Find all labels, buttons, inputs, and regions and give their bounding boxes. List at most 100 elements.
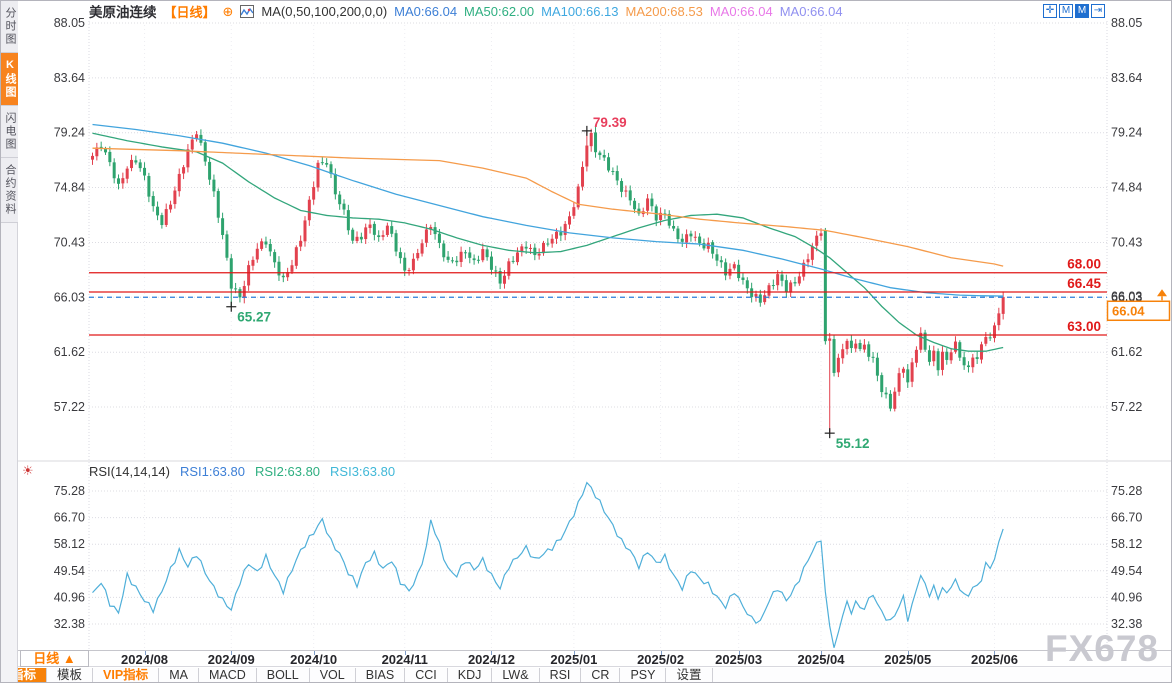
- svg-text:70.43: 70.43: [54, 235, 85, 249]
- x-axis-tick: [231, 651, 233, 655]
- svg-text:32.38: 32.38: [1111, 617, 1142, 631]
- svg-text:65.27: 65.27: [237, 310, 271, 325]
- indicator-tab-BOLL[interactable]: BOLL: [257, 668, 310, 682]
- pan-crosshair-icon[interactable]: ✛: [1043, 4, 1057, 18]
- indicator-tab-RSI[interactable]: RSI: [540, 668, 582, 682]
- ma-line-MA50: [92, 132, 1004, 352]
- add-indicator-icon[interactable]: ⊕: [222, 3, 234, 19]
- svg-text:58.12: 58.12: [1111, 537, 1142, 551]
- svg-text:61.62: 61.62: [54, 345, 85, 359]
- sidebar-item-lightning-chart[interactable]: 闪电图: [1, 106, 18, 158]
- period-selector[interactable]: 日线 ▲: [20, 650, 89, 667]
- svg-text:57.22: 57.22: [54, 400, 85, 414]
- left-tab-bar: 分时图 K线图 闪电图 合约资料: [1, 1, 18, 682]
- svg-text:66.03: 66.03: [1111, 289, 1142, 303]
- x-axis-label: 2025/02: [637, 652, 685, 667]
- indicator-tab-设置[interactable]: 设置: [666, 668, 713, 682]
- svg-text:68.00: 68.00: [1067, 257, 1101, 272]
- ma200-value: MA200:68.53: [625, 3, 703, 19]
- rsi-formula: RSI(14,14,14): [89, 464, 170, 479]
- indicator-tab-KDJ[interactable]: KDJ: [448, 668, 493, 682]
- zoom-in-chart-icon[interactable]: M: [1075, 4, 1089, 18]
- x-axis-tick: [994, 651, 996, 655]
- x-axis-tick: [313, 651, 315, 655]
- exit-chart-icon[interactable]: ⇥: [1091, 4, 1105, 18]
- svg-text:61.62: 61.62: [1111, 345, 1142, 359]
- svg-text:79.39: 79.39: [593, 115, 627, 130]
- svg-text:66.04: 66.04: [1112, 303, 1145, 318]
- price-level-lines: 68.00 66.45 63.00: [89, 257, 1107, 336]
- svg-text:58.12: 58.12: [54, 537, 85, 551]
- ma0c-value: MA0:66.04: [779, 3, 843, 19]
- svg-text:55.12: 55.12: [836, 436, 870, 451]
- indicator-tab-VOL[interactable]: VOL: [310, 668, 356, 682]
- x-axis-label: 2024/08: [121, 652, 169, 667]
- x-axis-label: 2025/06: [970, 652, 1018, 667]
- ma50-value: MA50:62.00: [464, 3, 535, 19]
- ma-line-MA200: [92, 147, 1004, 267]
- rsi-line: [92, 481, 1004, 648]
- svg-text:66.03: 66.03: [54, 290, 85, 304]
- svg-text:79.24: 79.24: [54, 126, 85, 140]
- candlestick-layer: [91, 127, 1005, 434]
- price-axis-labels: 88.05 88.05 83.64 83.64 79.24 79.24 74.84 74.84…: [54, 16, 1143, 631]
- indicator-tab-CR[interactable]: CR: [581, 668, 621, 682]
- x-axis-tick: [907, 651, 909, 655]
- indicator-tab-PSY[interactable]: PSY: [620, 668, 667, 682]
- svg-text:74.84: 74.84: [54, 181, 85, 195]
- ma0-value: MA0:66.04: [394, 3, 458, 19]
- indicator-tab-LW&[interactable]: LW&: [492, 668, 540, 682]
- svg-text:88.05: 88.05: [1111, 16, 1142, 30]
- ma-line-MA100: [92, 123, 1004, 297]
- indicator-toolbar: 指标 模板 VIP指标 MA MACD BOLL VOL BIAS CCI KDJ LW& RSI CR…: [1, 668, 1171, 682]
- ma-formula: MA(0,50,100,200,0,0): [261, 3, 388, 19]
- zoom-out-chart-icon[interactable]: M: [1059, 4, 1073, 18]
- sidebar-item-contract-info[interactable]: 合约资料: [1, 158, 18, 223]
- x-axis-label: 2025/01: [550, 652, 598, 667]
- indicator-tab-MA[interactable]: MA: [159, 668, 199, 682]
- chart-tool-icons: ✛ M M ⇥: [1043, 4, 1105, 18]
- svg-text:57.22: 57.22: [1111, 400, 1142, 414]
- rsi2-value: RSI2:63.80: [254, 464, 321, 479]
- x-axis-tick: [660, 651, 662, 655]
- ma0b-value: MA0:66.04: [709, 3, 773, 19]
- x-axis-tick: [738, 651, 740, 655]
- sidebar-item-kline-chart[interactable]: K线图: [1, 53, 18, 106]
- price-annotations: 79.39 65.27 55.12: [226, 115, 870, 451]
- x-axis-tick: [821, 651, 823, 655]
- x-axis-tick: [144, 651, 146, 655]
- svg-text:88.05: 88.05: [54, 16, 85, 30]
- svg-text:83.64: 83.64: [54, 71, 85, 85]
- svg-text:49.54: 49.54: [54, 564, 85, 578]
- indicator-tab-BIAS[interactable]: BIAS: [356, 668, 406, 682]
- x-axis-label: 2025/03: [715, 652, 763, 667]
- period-tag: 【日线】: [163, 4, 216, 20]
- x-axis-tick: [573, 651, 575, 655]
- indicator-tab-VIP指标[interactable]: VIP指标: [93, 668, 160, 682]
- x-axis-label: 2024/11: [381, 652, 428, 667]
- x-axis-strip: 2024/08 2024/09 2024/10 2024/11 2024/12 2025/…: [1, 650, 1171, 667]
- main-chart-plot[interactable]: [89, 21, 1107, 461]
- rsi-settings-icon[interactable]: ☀: [22, 463, 34, 478]
- sidebar-item-time-chart[interactable]: 分时图: [1, 1, 18, 53]
- indicator-tab-MACD[interactable]: MACD: [199, 668, 257, 682]
- svg-text:79.24: 79.24: [1111, 126, 1142, 140]
- indicator-tab-CCI[interactable]: CCI: [405, 668, 448, 682]
- x-axis-label: 2025/05: [884, 652, 932, 667]
- rsi-plot[interactable]: [89, 483, 1107, 649]
- svg-text:70.43: 70.43: [1111, 235, 1142, 249]
- svg-text:74.84: 74.84: [1111, 181, 1142, 195]
- x-axis-tick: [491, 651, 493, 655]
- svg-text:40.96: 40.96: [54, 590, 85, 604]
- x-axis-label: 2025/04: [797, 652, 845, 667]
- rsi3-value: RSI3:63.80: [330, 464, 396, 479]
- svg-text:40.96: 40.96: [1111, 590, 1142, 604]
- svg-text:49.54: 49.54: [1111, 564, 1142, 578]
- x-axis-label: 2024/10: [290, 652, 338, 667]
- svg-text:83.64: 83.64: [1111, 71, 1142, 85]
- x-axis-label: 2024/09: [207, 652, 255, 667]
- indicator-tab-模板[interactable]: 模板: [47, 668, 94, 682]
